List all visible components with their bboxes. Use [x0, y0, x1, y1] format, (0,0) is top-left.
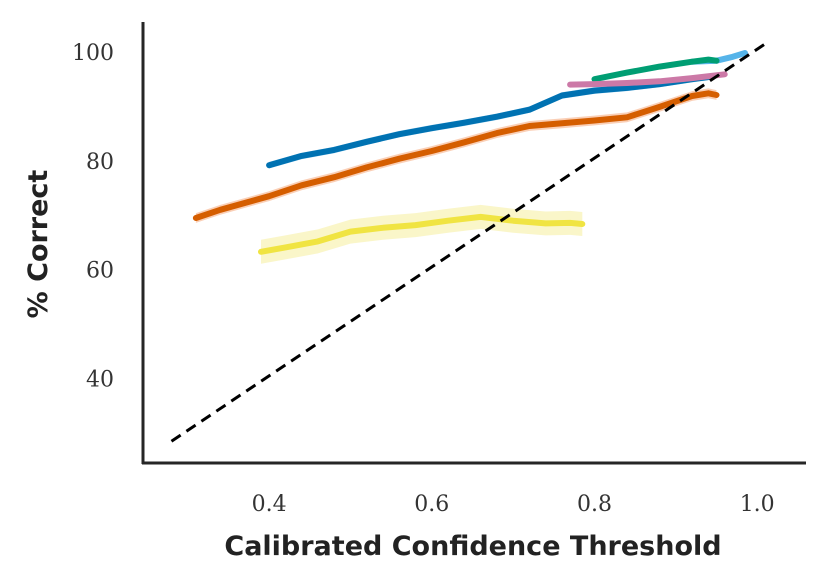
y-tick-label: 60: [86, 259, 114, 284]
axes: [141, 22, 806, 465]
y-axis-title: % Correct: [23, 170, 54, 319]
x-tick-label: 0.8: [577, 492, 612, 517]
y-tick-label: 100: [72, 41, 114, 66]
x-tick-label: 0.4: [252, 492, 287, 517]
series-5-line: [591, 56, 720, 83]
series-lines: [192, 50, 748, 255]
y-tick-label: 80: [86, 150, 114, 175]
reference-line: [170, 42, 767, 443]
series-3-line: [258, 213, 586, 255]
series-2-band: [195, 88, 717, 223]
series-1-line: [266, 74, 712, 169]
ticks: 0.4 0.6 0.8 1.0 40 60 80 100: [72, 41, 775, 517]
x-axis-title: Calibrated Confidence Threshold: [224, 531, 721, 562]
series-3-band: [261, 204, 583, 264]
series-2-line: [192, 90, 720, 221]
series-6-line: [567, 71, 728, 88]
reference-line-group: [170, 42, 767, 443]
x-tick-label: 1.0: [740, 492, 775, 517]
y-tick-label: 40: [86, 368, 114, 393]
x-tick-label: 0.6: [414, 492, 449, 517]
